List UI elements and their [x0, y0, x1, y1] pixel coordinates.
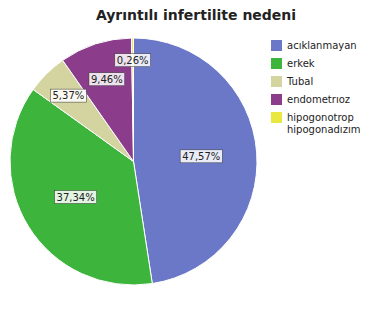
legend-swatch [271, 112, 282, 123]
data-label-group: 0,26% [115, 54, 151, 67]
data-label: 5,37% [53, 90, 85, 101]
data-label-box [55, 191, 97, 204]
data-label-group: 5,37% [51, 89, 87, 102]
data-label-box [51, 89, 87, 102]
data-label-box [180, 150, 222, 163]
data-label-box [115, 54, 151, 67]
legend: acıklanmayan erkek Tubal endometrıoz hipogon… [271, 40, 360, 135]
data-label-group: 9,46% [89, 73, 125, 86]
legend-item: hipogonotrophipogonadızım [271, 112, 360, 135]
legend-label: endometrıoz [287, 94, 350, 105]
chart: Ayrıntılı infertilite nedeni 47,57% 37,34%… [0, 0, 392, 314]
data-label: 0,26% [117, 55, 149, 66]
title: Ayrıntılı infertilite nedeni [96, 7, 296, 23]
data-label: 47,57% [182, 151, 220, 162]
legend-item: endometrıoz [271, 94, 350, 105]
legend-label: hipogonotrophipogonadızım [287, 112, 360, 135]
legend-label: Tubal [286, 76, 313, 87]
data-label-group: 47,57% [180, 150, 222, 163]
data-label: 37,34% [57, 192, 95, 203]
data-label: 9,46% [91, 74, 123, 85]
legend-item: Tubal [271, 76, 313, 87]
data-labels: 47,57% 37,34% 5,37% 9,46% 0,26% [51, 54, 223, 204]
data-label-box [89, 73, 125, 86]
legend-swatch [271, 40, 282, 51]
slices [10, 38, 257, 285]
slice [134, 38, 257, 284]
legend-label: acıklanmayan [287, 40, 357, 51]
legend-swatch [271, 76, 282, 87]
pie: 47,57% 37,34% 5,37% 9,46% 0,26% [10, 38, 257, 285]
legend-item: acıklanmayan [271, 40, 357, 51]
legend-swatch [271, 94, 282, 105]
legend-label: erkek [287, 58, 315, 69]
legend-item: erkek [271, 58, 315, 69]
legend-swatch [271, 58, 282, 69]
data-label-group: 37,34% [55, 191, 97, 204]
